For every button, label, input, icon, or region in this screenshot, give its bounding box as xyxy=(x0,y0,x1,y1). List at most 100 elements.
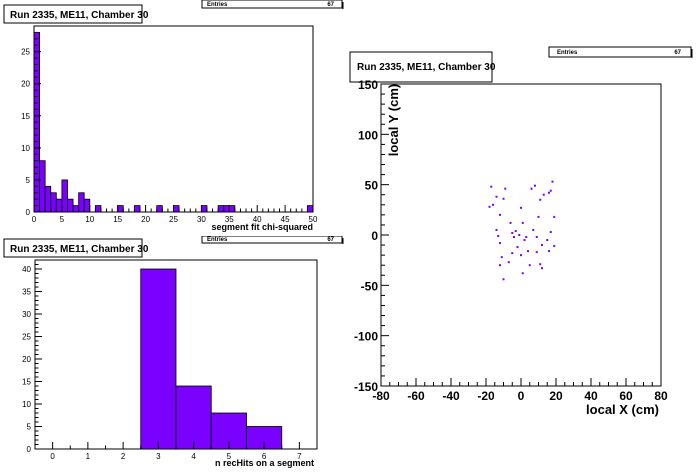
x-tick-label: 0 xyxy=(32,215,37,224)
scatter-point xyxy=(532,228,535,231)
scatter-point xyxy=(520,254,522,257)
x-tick-label: 5 xyxy=(60,215,65,224)
histogram-bar xyxy=(94,205,102,213)
plot-frame xyxy=(380,83,662,387)
stats-label: Entries xyxy=(557,50,578,56)
histogram-bar xyxy=(140,268,177,450)
histogram-bar xyxy=(223,205,230,213)
local-xy-scatter-panel: Run 2335, ME11, Chamber 30 Entries 67 -8… xyxy=(345,0,696,472)
x-tick-label: 40 xyxy=(253,215,262,224)
histogram-bar xyxy=(156,205,163,213)
histogram-bar xyxy=(200,205,208,213)
y-tick-label: 0 xyxy=(27,445,32,454)
scatter-point xyxy=(490,185,493,188)
scatter-point xyxy=(523,239,526,242)
x-tick-label: 25 xyxy=(169,215,178,224)
scatter-point xyxy=(535,251,538,254)
x-tick-label: 4 xyxy=(191,452,196,461)
x-tick-label: -40 xyxy=(442,389,460,403)
scatter-point xyxy=(499,242,501,245)
histogram-bar xyxy=(175,385,212,450)
y-tick-label: -50 xyxy=(361,279,379,293)
scatter-point xyxy=(488,205,491,208)
y-tick-label: 0 xyxy=(26,208,31,217)
chart-title-box: Run 2335, ME11, Chamber 30 xyxy=(349,51,496,83)
scatter-point xyxy=(502,278,505,281)
scatter-point xyxy=(497,235,500,238)
x-tick-label: 35 xyxy=(225,215,234,224)
x-tick-label: 30 xyxy=(197,215,206,224)
y-tick-label: 0 xyxy=(371,229,378,243)
x-tick-label: 7 xyxy=(297,452,302,461)
scatter-point xyxy=(541,244,543,247)
x-tick-label: 45 xyxy=(281,215,290,224)
scatter-point xyxy=(537,215,540,218)
chi2-histogram-panel: Run 2335, ME11, Chamber 30 Entries 67 0 5… xyxy=(0,0,345,236)
y-tick-label: 25 xyxy=(22,333,31,342)
scatter-point xyxy=(546,239,549,242)
scatter-point xyxy=(499,264,501,267)
scatter-point xyxy=(549,230,552,233)
scatter-point xyxy=(511,252,514,255)
histogram-bar xyxy=(44,185,52,213)
histogram-bar xyxy=(61,179,68,213)
scatter-point xyxy=(548,191,550,194)
scatter-point xyxy=(553,245,556,248)
scatter-point xyxy=(541,267,543,270)
local-xy-scatter: Run 2335, ME11, Chamber 30 Entries 67 -8… xyxy=(349,46,693,417)
y-tick-label: 40 xyxy=(22,265,31,274)
x-tick-label: -20 xyxy=(477,389,495,403)
stats-value: 67 xyxy=(327,2,334,8)
x-axis-title: segment fit chi-squared xyxy=(211,222,313,232)
scatter-point xyxy=(535,236,538,239)
scatter-point xyxy=(516,246,519,249)
x-tick-label: 0 xyxy=(50,452,55,461)
scatter-point xyxy=(551,180,554,183)
x-tick-label: 15 xyxy=(113,215,122,224)
histogram-bar xyxy=(67,198,74,213)
scatter-point xyxy=(553,215,556,218)
scatter-point xyxy=(514,229,517,232)
axis-group: 0 1 2 3 4 5 6 7 0 5 10 15 20 25 30 35 40 xyxy=(22,264,318,461)
histogram-bar xyxy=(78,192,85,213)
y-tick-label: 25 xyxy=(21,48,30,57)
chart-title: Run 2335, ME11, Chamber 30 xyxy=(357,62,496,73)
chart-title: Run 2335, ME11, Chamber 30 xyxy=(10,10,149,21)
x-tick-label: 3 xyxy=(156,452,161,461)
y-tick-label: 20 xyxy=(21,80,30,89)
x-axis-title: local X (cm) xyxy=(586,402,659,417)
scatter-point xyxy=(528,264,531,267)
chart-title-box: Run 2335, ME11, Chamber 30 xyxy=(3,238,149,258)
y-tick-label: 10 xyxy=(22,400,31,409)
histogram-bar xyxy=(134,205,141,213)
plot-frame xyxy=(33,25,314,213)
x-tick-label: -80 xyxy=(372,389,390,403)
scatter-point xyxy=(521,272,524,275)
x-tick-label: 60 xyxy=(619,389,633,403)
y-tick-label: 50 xyxy=(365,179,379,193)
scatter-point xyxy=(509,221,512,224)
x-tick-label: 40 xyxy=(584,389,598,403)
scatter-point xyxy=(539,198,542,201)
scatter-point xyxy=(518,234,521,236)
histogram-bar xyxy=(39,160,46,213)
y-tick-label: 5 xyxy=(27,423,32,432)
chi2-histogram: Run 2335, ME11, Chamber 30 Entries 67 0 5… xyxy=(3,0,344,232)
scatter-point xyxy=(495,228,498,231)
scatter-point xyxy=(520,206,522,209)
scatter-point xyxy=(502,197,505,200)
scatter-point xyxy=(525,236,528,239)
scatter-point xyxy=(513,236,515,239)
x-tick-label: 2 xyxy=(121,452,126,461)
y-tick-label: 30 xyxy=(22,310,31,319)
stats-box: Entries 67 xyxy=(548,46,693,58)
stats-value: 67 xyxy=(327,237,334,243)
stats-box: Entries 67 xyxy=(201,236,344,244)
histogram-bar xyxy=(173,205,180,213)
axis-group: -80 -60 -40 -20 0 20 40 60 80 -150 -100 -50 0 50 100 15… xyxy=(354,78,668,403)
chart-title-box: Run 2335, ME11, Chamber 30 xyxy=(3,4,149,24)
scatter-point xyxy=(504,187,507,190)
scatter-point xyxy=(521,221,524,224)
point-group xyxy=(488,180,556,281)
y-tick-label: 5 xyxy=(26,176,31,185)
